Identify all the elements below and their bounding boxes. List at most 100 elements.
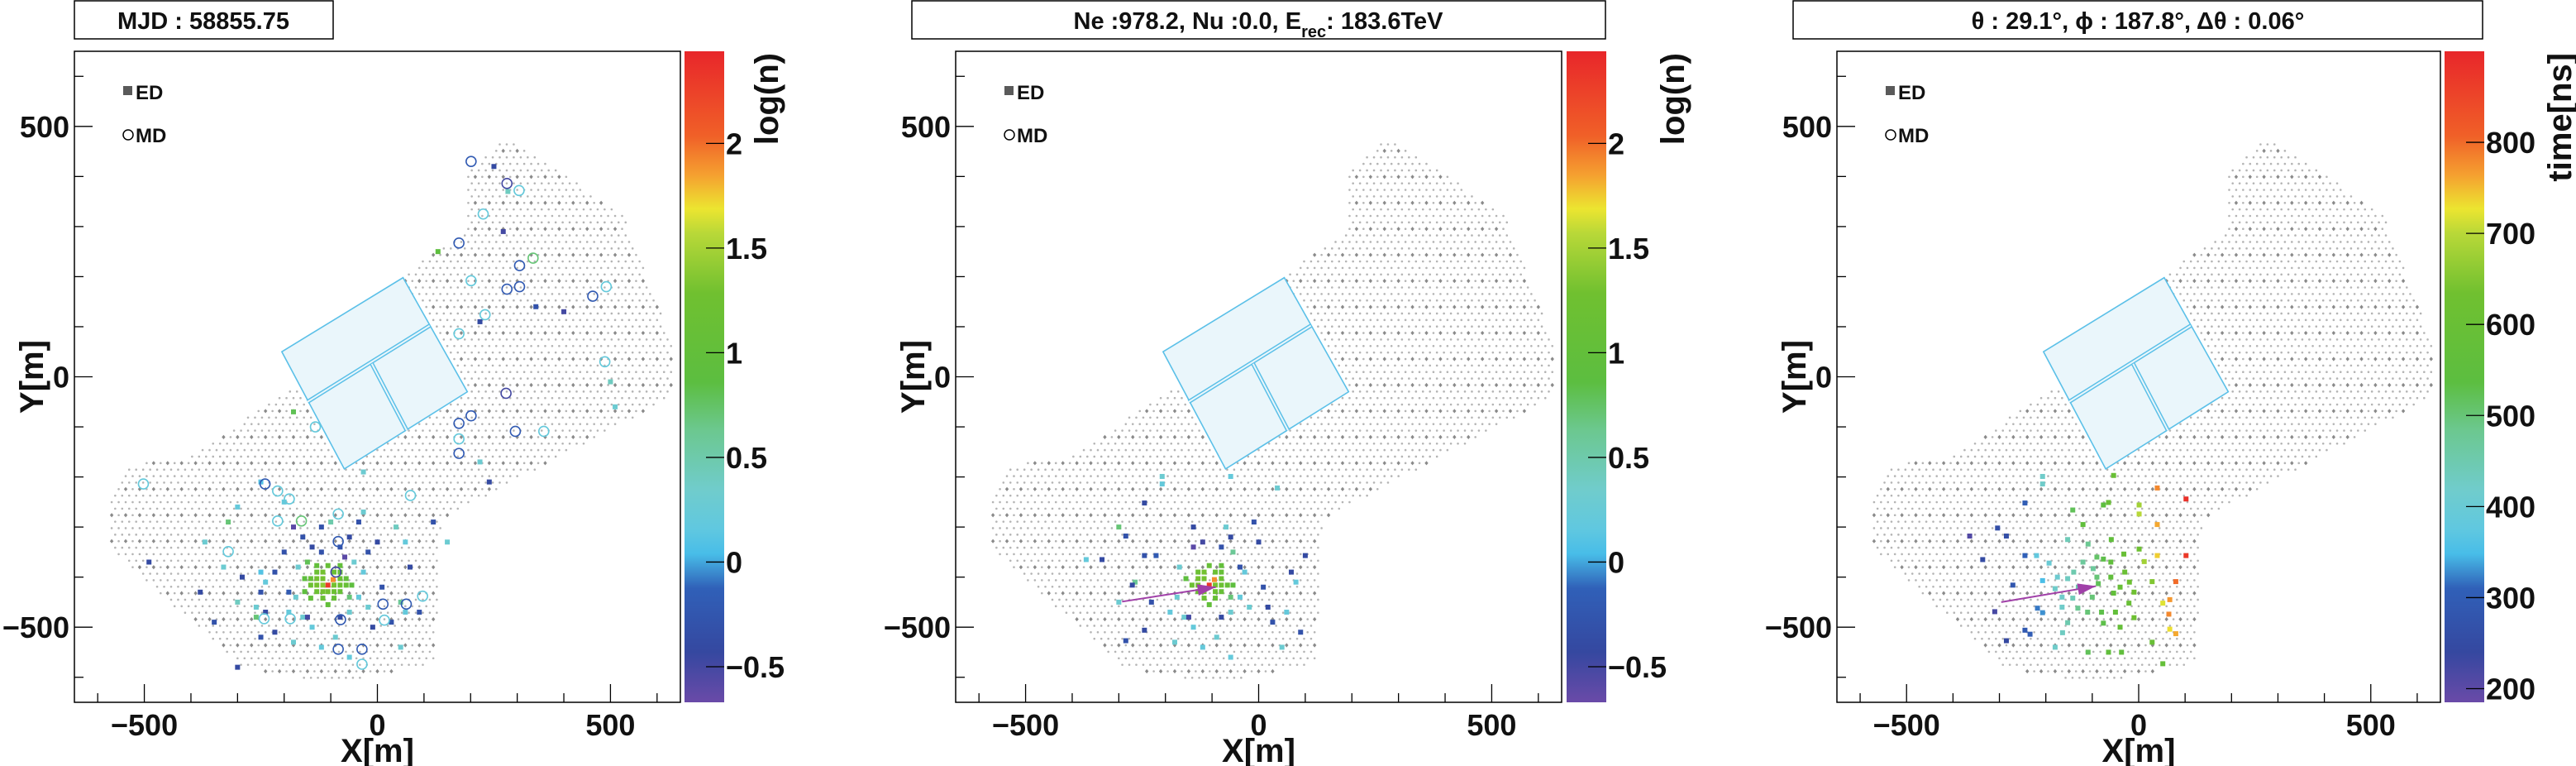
ed-detector-dot — [1138, 644, 1142, 647]
ed-detector-dot — [1233, 650, 1236, 653]
ed-detector-dot — [603, 221, 606, 224]
ed-detector-dot — [1548, 390, 1550, 393]
ed-detector-dot — [1124, 539, 1128, 543]
ed-detector-dot — [1044, 507, 1047, 510]
ed-detector-dot — [274, 481, 278, 484]
ed-detector-dot — [254, 416, 256, 419]
md-detector-dot — [1243, 461, 1247, 466]
ed-detector-dot — [491, 234, 494, 237]
ed-detector-dot — [1181, 553, 1183, 556]
ed-detector-dot — [313, 527, 316, 529]
ed-detector-dot — [499, 338, 501, 341]
ed-detector-dot — [1219, 598, 1222, 601]
ed-detector-dot — [1404, 436, 1407, 438]
ed-detector-dot — [470, 403, 473, 406]
ed-detector-dot — [1208, 514, 1211, 517]
ed-detector-dot — [533, 286, 537, 289]
ed-detector-dot — [558, 318, 561, 322]
ed-detector-dot — [184, 598, 187, 601]
y-tick-label: −500 — [2, 610, 69, 644]
ed-detector-dot — [491, 312, 494, 315]
ed-detector-dot — [436, 559, 438, 563]
ed-detector-dot — [1243, 553, 1246, 556]
md-hit-circle — [479, 309, 491, 321]
ed-detector-dot — [313, 553, 316, 556]
ed-detector-dot — [450, 247, 452, 250]
ed-detector-dot — [1156, 637, 1159, 640]
ed-detector-dot — [425, 579, 428, 582]
md-detector-dot — [543, 200, 547, 205]
ed-detector-dot — [508, 227, 512, 231]
ed-detector-dot — [260, 416, 264, 419]
ed-detector-dot — [1271, 579, 1274, 582]
ed-detector-dot — [218, 520, 222, 523]
ed-detector-dot — [491, 416, 494, 419]
md-detector-dot — [459, 461, 464, 466]
ed-detector-dot — [408, 273, 410, 276]
ed-detector-dot — [282, 416, 284, 419]
ed-detector-dot — [565, 266, 568, 270]
ed-detector-dot — [331, 546, 333, 549]
ed-detector-dot — [436, 481, 438, 484]
ed-detector-dot — [432, 500, 435, 504]
ed-detector-dot — [232, 520, 236, 523]
ed-detector-dot — [1352, 377, 1354, 380]
ed-detector-dot — [1229, 579, 1232, 582]
ed-detector-dot — [610, 221, 613, 224]
ed-detector-dot — [1184, 455, 1186, 458]
ed-detector-dot — [1114, 637, 1117, 640]
ed-detector-dot — [450, 286, 452, 289]
ed-detector-dot — [121, 481, 124, 484]
ed-detector-dot — [1110, 618, 1114, 620]
ed-detector-dot — [1156, 494, 1159, 497]
ed-detector-dot — [561, 195, 564, 198]
ed-detector-dot — [470, 234, 473, 237]
ed-detector-dot — [1093, 598, 1096, 601]
ed-detector-dot — [1383, 448, 1386, 452]
ed-detector-dot — [554, 169, 557, 172]
ed-detector-dot — [1309, 546, 1313, 549]
ed-detector-dot — [1240, 507, 1243, 510]
ed-detector-dot — [138, 475, 141, 477]
ed-detector-dot — [635, 305, 637, 309]
md-detector-dot — [1243, 591, 1247, 596]
ed-detector-dot — [397, 591, 400, 595]
ed-detector-dot — [1253, 534, 1257, 536]
ed-detector-dot — [345, 677, 347, 679]
ed-detector-dot — [1187, 657, 1190, 660]
ed-detector-dot — [1135, 585, 1138, 588]
ed-detector-dot — [1096, 462, 1100, 465]
ed-detector-dot — [394, 468, 396, 471]
ed-detector-dot — [519, 351, 522, 354]
ed-detector-dot — [369, 566, 372, 568]
md-detector-dot — [222, 486, 226, 491]
ed-detector-dot — [1068, 500, 1071, 504]
md-detector-dot — [1117, 513, 1121, 518]
md-detector-dot — [1508, 382, 1513, 388]
ed-detector-dot — [551, 253, 554, 256]
ed-detector-dot — [1181, 475, 1183, 477]
ed-detector-dot — [1131, 657, 1134, 660]
ed-detector-dot — [505, 325, 508, 328]
ed-detector-dot — [246, 494, 250, 497]
ed-detector-dot — [456, 494, 460, 497]
ed-detector-dot — [603, 403, 606, 406]
md-hit-circle — [272, 515, 284, 527]
ed-detector-dot — [1236, 631, 1239, 634]
ed-detector-dot — [1439, 423, 1442, 425]
ed-detector-dot — [610, 390, 613, 393]
ed-detector-dot — [1313, 423, 1316, 425]
ed-detector-dot — [1149, 442, 1152, 445]
ed-detector-dot — [488, 371, 491, 374]
ed-detector-dot — [184, 468, 187, 471]
ed-detector-dot — [1118, 553, 1120, 556]
ed-detector-dot — [484, 481, 487, 484]
ed-detector-dot — [1394, 416, 1396, 419]
ed-detector-dot — [491, 247, 494, 250]
ed-detector-dot — [1016, 481, 1019, 484]
ed-detector-dot — [257, 527, 260, 529]
ed-detector-dot — [1425, 396, 1428, 400]
ed-detector-dot — [1208, 475, 1211, 477]
ed-detector-dot — [1181, 605, 1183, 608]
ed-detector-dot — [232, 481, 236, 484]
